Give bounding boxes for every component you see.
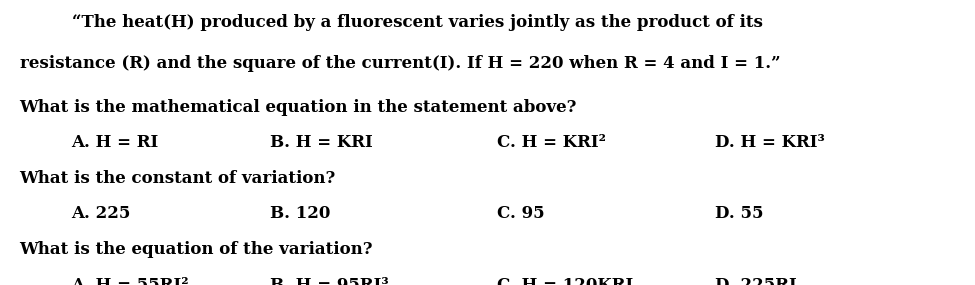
Text: D. H = KRI³: D. H = KRI³ bbox=[715, 134, 825, 151]
Text: A. 225: A. 225 bbox=[71, 205, 131, 222]
Text: D. 225RI: D. 225RI bbox=[715, 276, 797, 285]
Text: resistance (R) and the square of the current(I). If H = 220 when R = 4 and I = 1: resistance (R) and the square of the cur… bbox=[20, 55, 780, 72]
Text: B. 120: B. 120 bbox=[270, 205, 331, 222]
Text: B. H = 95RI³: B. H = 95RI³ bbox=[270, 276, 389, 285]
Text: “The heat(H) produced by a fluorescent varies jointly as the product of its: “The heat(H) produced by a fluorescent v… bbox=[71, 14, 762, 31]
Text: What is the equation of the variation?: What is the equation of the variation? bbox=[20, 241, 373, 258]
Text: A. H = 55RI²: A. H = 55RI² bbox=[71, 276, 189, 285]
Text: A. H = RI: A. H = RI bbox=[71, 134, 159, 151]
Text: C. H = 120KRI: C. H = 120KRI bbox=[497, 276, 634, 285]
Text: C. H = KRI²: C. H = KRI² bbox=[497, 134, 606, 151]
Text: What is the mathematical equation in the statement above?: What is the mathematical equation in the… bbox=[20, 99, 577, 116]
Text: C. 95: C. 95 bbox=[497, 205, 545, 222]
Text: D. 55: D. 55 bbox=[715, 205, 763, 222]
Text: B. H = KRI: B. H = KRI bbox=[270, 134, 372, 151]
Text: What is the constant of variation?: What is the constant of variation? bbox=[20, 170, 335, 187]
